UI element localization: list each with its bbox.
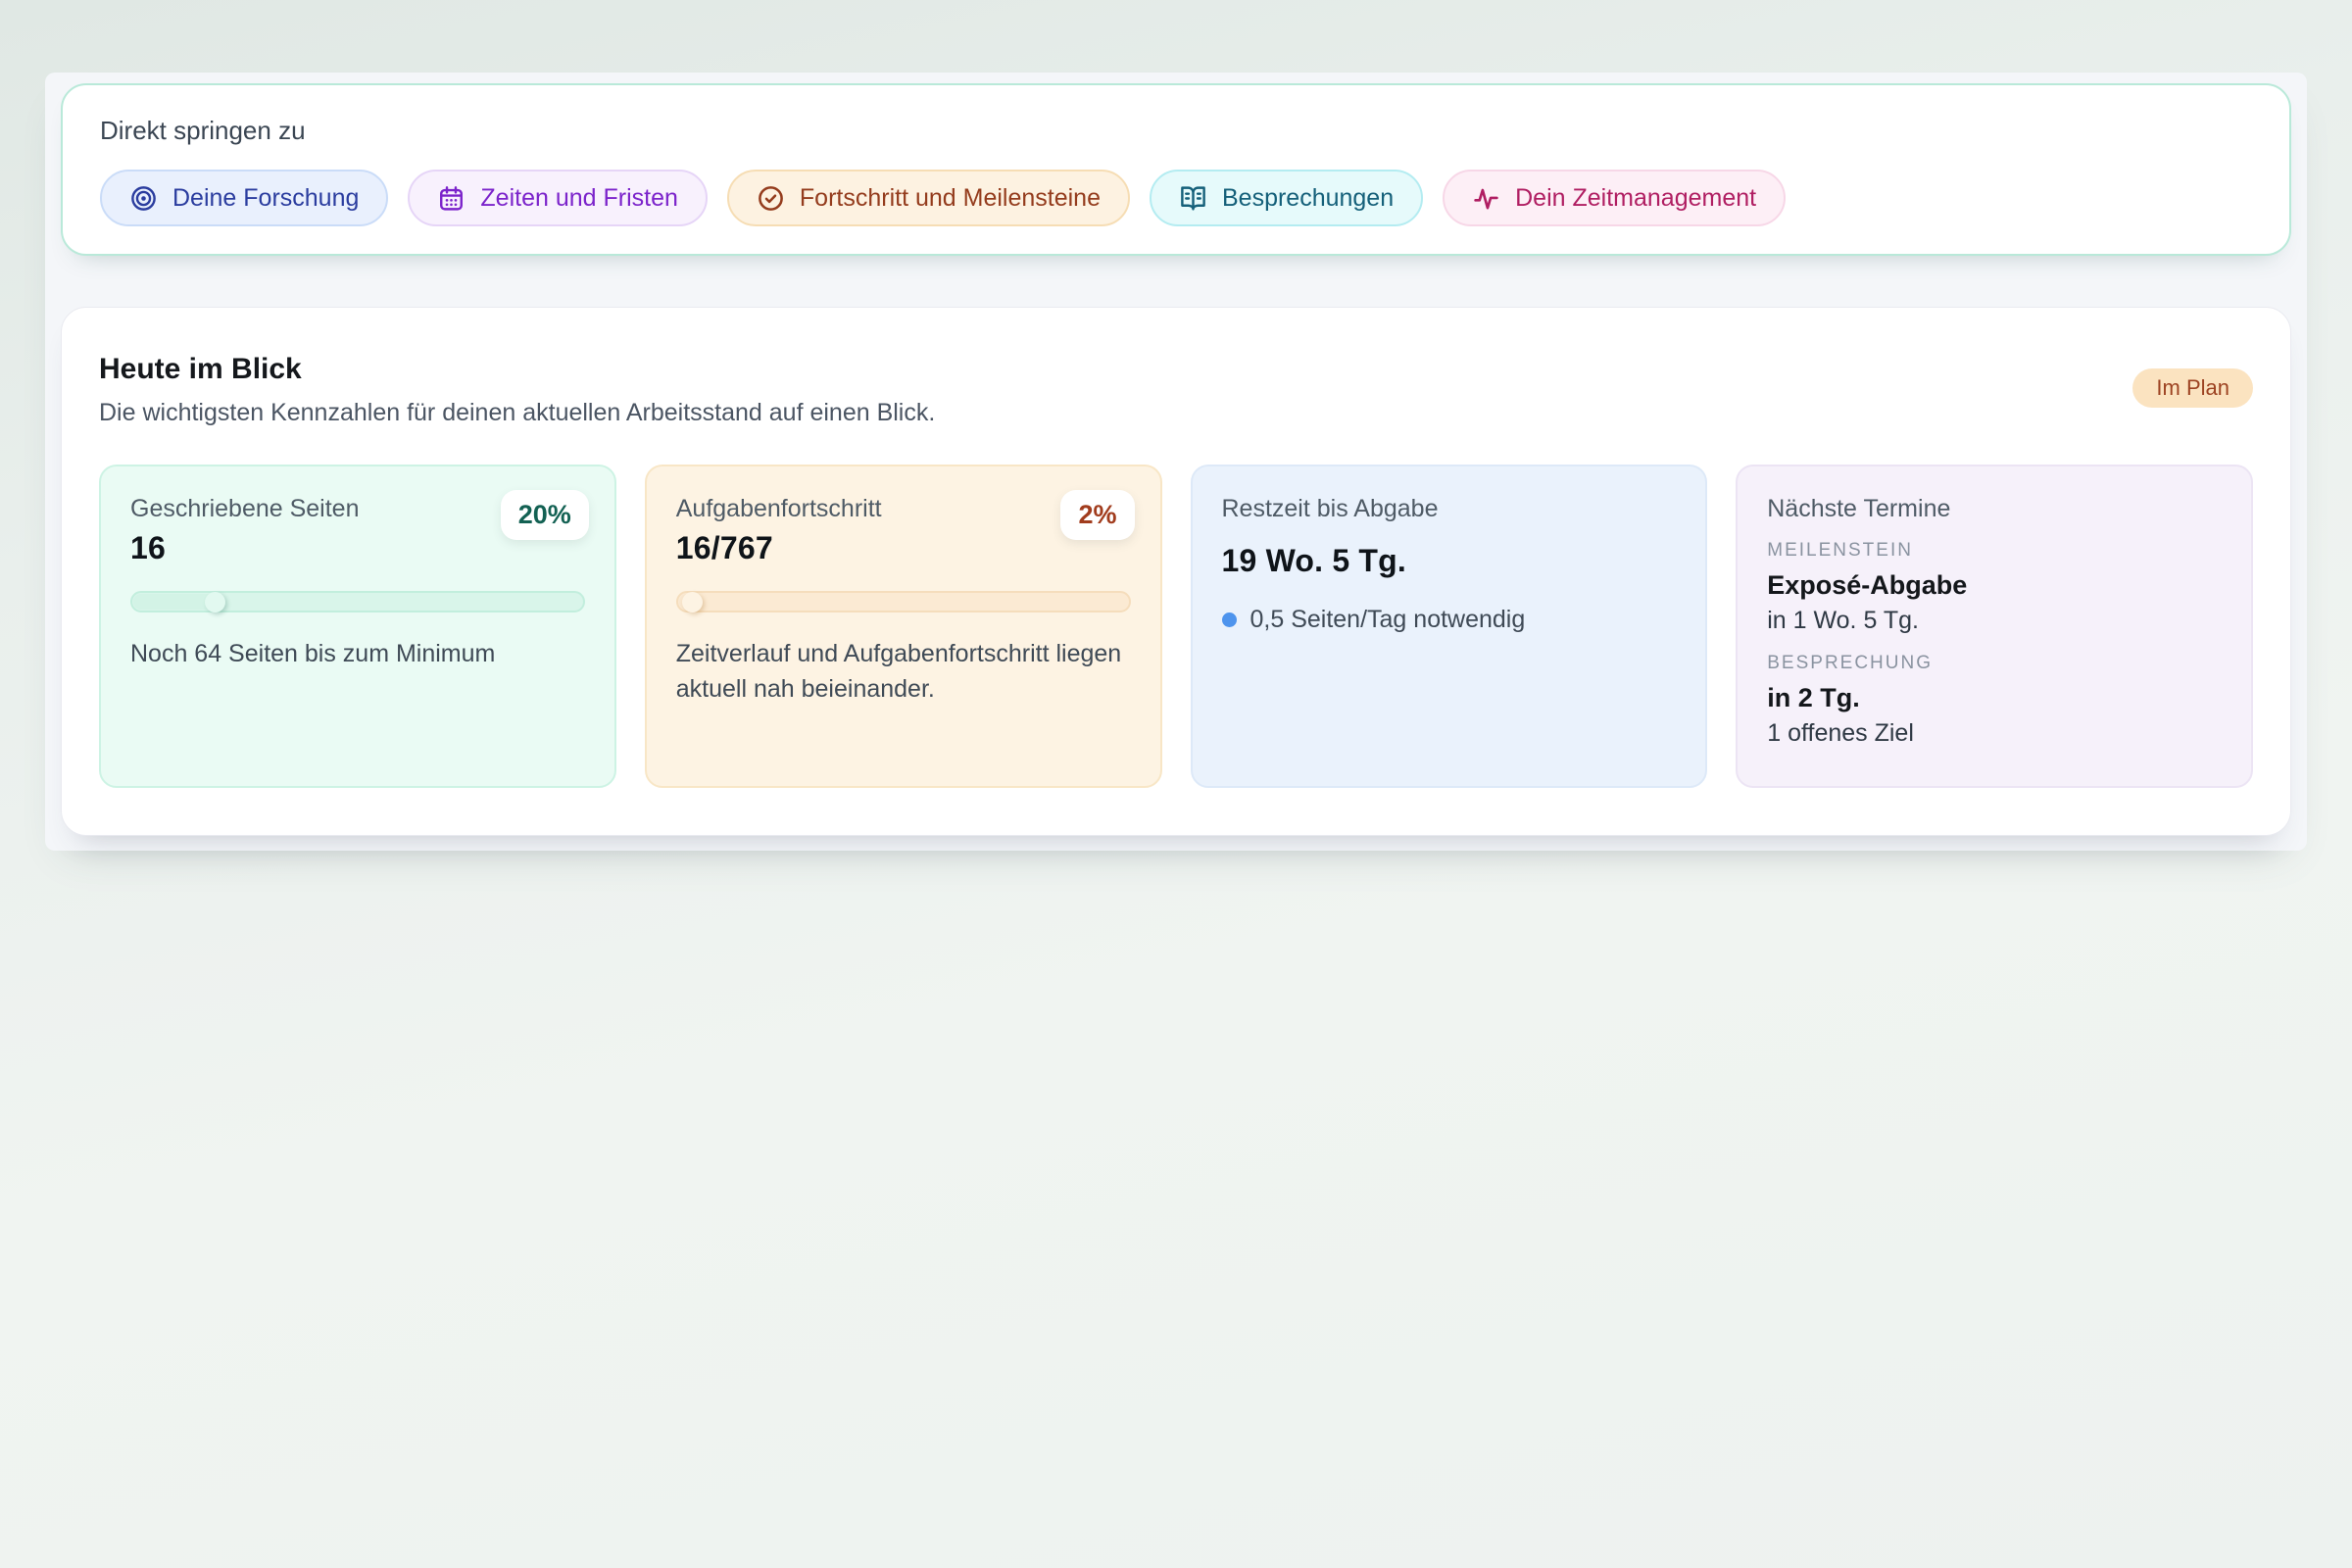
stats-grid: Geschriebene Seiten 16 20% Noch 64 Seite…: [99, 465, 2253, 788]
stat-label: Aufgabenfortschritt: [675, 495, 882, 522]
entry-title: in 2 Tg.: [1767, 683, 1860, 712]
stat-card-geschriebene-seiten: Geschriebene Seiten 16 20% Noch 64 Seite…: [99, 465, 616, 788]
entry-title: Exposé-Abgabe: [1767, 570, 1968, 600]
status-badge: Im Plan: [2132, 368, 2253, 408]
nav-pill-label: Zeiten und Fristen: [480, 183, 678, 212]
section-subtitle: Die wichtigsten Kennzahlen für deinen ak…: [99, 399, 936, 426]
dashboard-panel: Direkt springen zu Deine Forschung: [45, 73, 2307, 851]
percent-badge: 20%: [500, 490, 589, 540]
stat-value: 16/767: [675, 530, 773, 565]
nav-pill-deine-forschung[interactable]: Deine Forschung: [100, 170, 389, 226]
stat-label: Geschriebene Seiten: [130, 495, 360, 522]
entry-kicker: MEILENSTEIN: [1767, 540, 1913, 561]
nav-pill-label: Besprechungen: [1221, 183, 1395, 212]
stat-label: Restzeit bis Abgabe: [1221, 495, 1439, 522]
stat-note: Noch 64 Seiten bis zum Minimum: [130, 640, 496, 667]
stat-value: 19 Wo. 5 Tg.: [1221, 543, 1407, 578]
overview-header: Heute im Blick Die wichtigsten Kennzahle…: [99, 351, 2253, 429]
circle-check-icon: [757, 184, 785, 213]
bullet-row: 0,5 Seiten/Tag notwendig: [1221, 604, 1677, 635]
stat-note: Zeitverlauf und Aufgabenfortschritt lieg…: [675, 640, 1122, 703]
activity-icon: [1472, 184, 1500, 213]
percent-badge: 2%: [1060, 490, 1135, 540]
stat-card-naechste-termine: Nächste Termine MEILENSTEIN Exposé-Abgab…: [1736, 465, 2253, 788]
progress-bar: [675, 591, 1131, 612]
section-title: Heute im Blick: [99, 353, 302, 385]
quick-nav-card: Direkt springen zu Deine Forschung: [61, 83, 2291, 256]
entry-kicker: BESPRECHUNG: [1767, 653, 1933, 673]
nav-pill-dein-zeitmanagement[interactable]: Dein Zeitmanagement: [1443, 170, 1787, 226]
calendar-icon: [437, 184, 466, 213]
bullet-dot: [1221, 612, 1237, 627]
target-icon: [129, 184, 158, 213]
progress-fill: [133, 592, 225, 612]
progress-bar: [130, 591, 585, 612]
stat-card-restzeit-bis-abgabe: Restzeit bis Abgabe 19 Wo. 5 Tg. 0,5 Sei…: [1190, 465, 1708, 788]
quick-nav-title: Direkt springen zu: [100, 116, 306, 145]
stat-card-aufgabenfortschritt: Aufgabenfortschritt 16/767 2% Zeitverlau…: [644, 465, 1162, 788]
nav-pill-fortschritt-und-meilensteine[interactable]: Fortschritt und Meilensteine: [726, 170, 1130, 226]
entry-detail: 1 offenes Ziel: [1767, 719, 1914, 747]
entry-detail: in 1 Wo. 5 Tg.: [1767, 607, 1919, 634]
overview-card: Heute im Blick Die wichtigsten Kennzahle…: [61, 307, 2291, 836]
progress-fill: [678, 592, 703, 612]
stat-value: 16: [130, 530, 166, 565]
nav-pill-label: Dein Zeitmanagement: [1515, 183, 1757, 212]
bullet-text: 0,5 Seiten/Tag notwendig: [1250, 606, 1526, 633]
nav-pill-label: Deine Forschung: [172, 183, 360, 212]
nav-pill-besprechungen[interactable]: Besprechungen: [1149, 170, 1424, 226]
book-open-icon: [1179, 184, 1207, 213]
nav-pill-label: Fortschritt und Meilensteine: [799, 183, 1101, 212]
stat-label: Nächste Termine: [1767, 495, 1951, 522]
nav-pill-zeiten-und-fristen[interactable]: Zeiten und Fristen: [408, 170, 708, 226]
quick-nav-pill-row: Deine Forschung Zeiten und Fristen: [100, 170, 2252, 226]
